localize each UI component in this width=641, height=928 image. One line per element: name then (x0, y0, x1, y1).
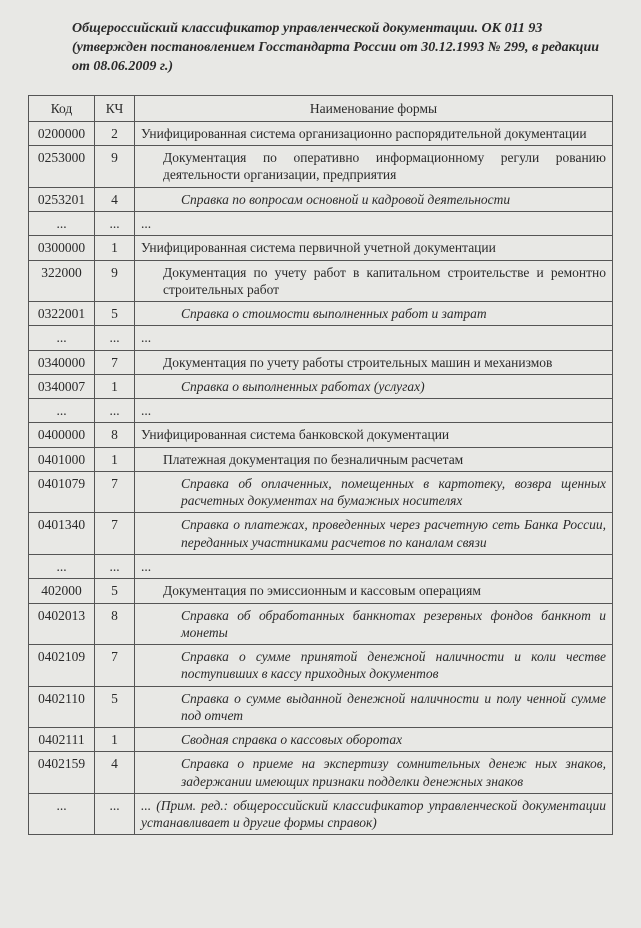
cell-kch: ... (95, 399, 135, 423)
cell-name: ... (135, 212, 613, 236)
cell-name: Справка о выполненных работах (услугах) (135, 374, 613, 398)
document-heading: Общероссийский классификатор управленчес… (72, 20, 602, 77)
cell-kch: ... (95, 554, 135, 578)
cell-code: 402000 (29, 579, 95, 603)
cell-code: 0402109 (29, 645, 95, 687)
cell-code: 0340007 (29, 374, 95, 398)
cell-kch: 9 (95, 260, 135, 302)
cell-code: 0402110 (29, 686, 95, 728)
cell-code: 0300000 (29, 236, 95, 260)
cell-kch: 2 (95, 121, 135, 145)
cell-kch: 8 (95, 603, 135, 645)
table-row: 04020138Справка об обработанных банкнота… (29, 603, 613, 645)
cell-name: Унифицированная система первичной учетно… (135, 236, 613, 260)
cell-kch: 1 (95, 447, 135, 471)
cell-code: ... (29, 554, 95, 578)
cell-name: Документация по учету работ в капитально… (135, 260, 613, 302)
cell-kch: 7 (95, 645, 135, 687)
table-row: ......... (29, 212, 613, 236)
table-row: 03400071Справка о выполненных работах (у… (29, 374, 613, 398)
cell-code: 0253201 (29, 187, 95, 211)
cell-code: ... (29, 326, 95, 350)
cell-name: ... (Прим. ред.: общероссийский классифи… (135, 793, 613, 835)
cell-name: Справка о сумме принятой денежной наличн… (135, 645, 613, 687)
table-row: 04013407Справка о платежах, проведенных … (29, 513, 613, 555)
table-row: 04010001Платежная документация по безнал… (29, 447, 613, 471)
cell-kch: ... (95, 212, 135, 236)
cell-kch: 7 (95, 471, 135, 513)
table-row: 04021097Справка о сумме принятой денежно… (29, 645, 613, 687)
table-row: 4020005Документация по эмиссионным и кас… (29, 579, 613, 603)
cell-kch: 4 (95, 752, 135, 794)
cell-name: ... (135, 326, 613, 350)
table-body: 02000002Унифицированная система организа… (29, 121, 613, 835)
cell-name: Унифицированная система организационно р… (135, 121, 613, 145)
table-row: 04010797Справка об оплаченных, помещенны… (29, 471, 613, 513)
cell-kch: 8 (95, 423, 135, 447)
cell-code: 0401079 (29, 471, 95, 513)
table-row: 04021594Справка о приеме на экспертизу с… (29, 752, 613, 794)
cell-code: 322000 (29, 260, 95, 302)
table-row: 02530009Документация по оперативно инфор… (29, 146, 613, 188)
table-row: 03400007Документация по учету работы стр… (29, 350, 613, 374)
cell-kch: 1 (95, 374, 135, 398)
cell-code: ... (29, 212, 95, 236)
cell-kch: 5 (95, 302, 135, 326)
cell-code: 0402013 (29, 603, 95, 645)
table-row: 02000002Унифицированная система организа… (29, 121, 613, 145)
cell-kch: 5 (95, 579, 135, 603)
cell-name: Справка о приеме на экспертизу сомнитель… (135, 752, 613, 794)
col-header-name: Наименование формы (135, 95, 613, 121)
cell-kch: 7 (95, 350, 135, 374)
cell-code: 0402159 (29, 752, 95, 794)
table-header-row: Код КЧ Наименование формы (29, 95, 613, 121)
cell-code: 0340000 (29, 350, 95, 374)
cell-kch: 9 (95, 146, 135, 188)
cell-code: ... (29, 793, 95, 835)
cell-name: Унифицированная система банковской докум… (135, 423, 613, 447)
table-row: 04021105Справка о сумме выданной денежно… (29, 686, 613, 728)
cell-code: 0322001 (29, 302, 95, 326)
cell-kch: 5 (95, 686, 135, 728)
table-row: ......... (Прим. ред.: общероссийский кл… (29, 793, 613, 835)
cell-code: 0400000 (29, 423, 95, 447)
cell-name: Справка о сумме выданной денежной наличн… (135, 686, 613, 728)
cell-code: 0253000 (29, 146, 95, 188)
table-row: 04021111Сводная справка о кассовых оборо… (29, 728, 613, 752)
cell-name: Справка о платежах, проведенных через ра… (135, 513, 613, 555)
cell-code: 0401000 (29, 447, 95, 471)
cell-kch: ... (95, 326, 135, 350)
col-header-code: Код (29, 95, 95, 121)
cell-kch: 4 (95, 187, 135, 211)
cell-name: Справка об обработанных банкнотах резерв… (135, 603, 613, 645)
cell-name: ... (135, 554, 613, 578)
cell-code: ... (29, 399, 95, 423)
cell-code: 0402111 (29, 728, 95, 752)
table-row: 3220009Документация по учету работ в кап… (29, 260, 613, 302)
cell-name: Документация по оперативно информационно… (135, 146, 613, 188)
table-row: 03000001Унифицированная система первично… (29, 236, 613, 260)
cell-kch: 1 (95, 728, 135, 752)
cell-code: 0401340 (29, 513, 95, 555)
cell-name: Сводная справка о кассовых оборотах (135, 728, 613, 752)
classifier-table: Код КЧ Наименование формы 02000002Унифиц… (28, 95, 613, 836)
table-row: ......... (29, 554, 613, 578)
table-row: ......... (29, 326, 613, 350)
cell-name: Справка об оплаченных, помещенных в карт… (135, 471, 613, 513)
cell-name: Справка по вопросам основной и кадровой … (135, 187, 613, 211)
col-header-kch: КЧ (95, 95, 135, 121)
table-row: 02532014Справка по вопросам основной и к… (29, 187, 613, 211)
table-row: 03220015Справка о стоимости выполненных … (29, 302, 613, 326)
cell-name: Документация по учету работы строительны… (135, 350, 613, 374)
table-row: ......... (29, 399, 613, 423)
table-row: 04000008Унифицированная система банковск… (29, 423, 613, 447)
cell-name: Платежная документация по безналичным ра… (135, 447, 613, 471)
cell-kch: 7 (95, 513, 135, 555)
cell-name: Документация по эмиссионным и кассовым о… (135, 579, 613, 603)
cell-name: Справка о стоимости выполненных работ и … (135, 302, 613, 326)
cell-name: ... (135, 399, 613, 423)
cell-kch: ... (95, 793, 135, 835)
cell-kch: 1 (95, 236, 135, 260)
cell-code: 0200000 (29, 121, 95, 145)
